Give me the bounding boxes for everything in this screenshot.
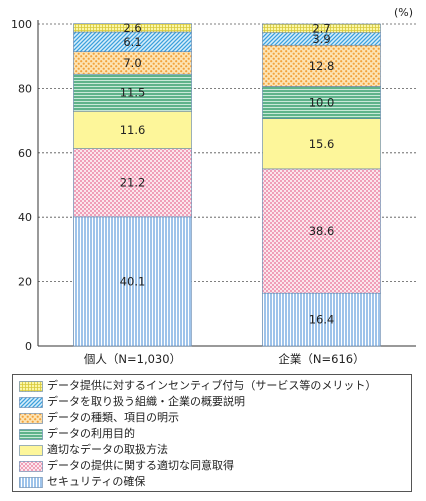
data-label: 11.6 <box>120 123 146 137</box>
legend-item: データ提供に対するインセンティブ付与（サービス等のメリット） <box>19 378 405 394</box>
bar-segment <box>262 292 381 347</box>
bar-segment <box>262 168 381 294</box>
unit-label: (%) <box>394 6 413 19</box>
legend-item: データの提供に関する適切な同意取得 <box>19 458 405 474</box>
data-label: 21.2 <box>120 176 146 190</box>
legend-label: データを取り扱う組織・企業の概要説明 <box>47 395 245 408</box>
bar-segment <box>73 23 192 33</box>
legend: データ提供に対するインセンティブ付与（サービス等のメリット） データを取り扱う組織… <box>12 374 412 492</box>
legend-swatch <box>19 444 43 456</box>
data-label: 11.5 <box>120 86 146 100</box>
bar-segment <box>73 73 192 112</box>
data-label: 3.9 <box>312 32 330 46</box>
legend-label: セキュリティの確保 <box>47 475 146 488</box>
y-tick-label: 0 <box>25 340 32 353</box>
legend-swatch <box>19 428 43 440</box>
legend-label: データの利用目的 <box>47 427 135 440</box>
data-label: 7.0 <box>123 56 141 70</box>
legend-item: 適切なデータの取扱方法 <box>19 442 405 458</box>
data-label: 15.6 <box>309 137 335 151</box>
bar-segment <box>73 216 192 347</box>
legend-swatch <box>19 476 43 488</box>
legend-item: データの利用目的 <box>19 426 405 442</box>
bar-segment <box>73 148 192 218</box>
y-tick-label: 80 <box>18 82 32 95</box>
x-tick-label: 企業（N=616） <box>278 352 364 366</box>
bar-segment <box>262 118 381 170</box>
bar-segment <box>262 23 381 33</box>
y-tick-label: 60 <box>18 147 32 160</box>
legend-label: データの提供に関する適切な同意取得 <box>47 459 234 472</box>
y-tick-label: 40 <box>18 211 32 224</box>
data-label: 2.7 <box>312 21 330 35</box>
legend-label: データ提供に対するインセンティブ付与（サービス等のメリット） <box>47 379 377 392</box>
data-label: 6.1 <box>123 35 141 49</box>
legend-label: 適切なデータの取扱方法 <box>47 443 168 456</box>
data-label: 10.0 <box>309 96 335 110</box>
data-label: 40.1 <box>120 274 146 288</box>
y-tick-label: 20 <box>18 276 32 289</box>
legend-swatch <box>19 380 43 392</box>
legend-swatch <box>19 396 43 408</box>
legend-item: データを取り扱う組織・企業の概要説明 <box>19 394 405 410</box>
bar-segment <box>262 86 381 119</box>
data-label: 38.6 <box>309 224 335 238</box>
data-label: 16.4 <box>309 313 335 327</box>
bar-segment <box>73 110 192 149</box>
x-tick-label: 個人（N=1,030） <box>84 352 181 366</box>
legend-swatch <box>19 460 43 472</box>
legend-label: データの種類、項目の明示 <box>47 411 179 424</box>
data-label: 2.6 <box>123 21 141 35</box>
legend-swatch <box>19 412 43 424</box>
bar-segment <box>262 44 381 87</box>
y-tick-label: 100 <box>11 18 32 31</box>
stacked-bar-chart: (%) 0 20 40 60 80 100 個人（N=1,030） 企業（N=616） 40.1… <box>11 6 416 366</box>
data-label: 12.8 <box>309 59 335 73</box>
legend-item: セキュリティの確保 <box>19 474 405 490</box>
legend-item: データの種類、項目の明示 <box>19 410 405 426</box>
